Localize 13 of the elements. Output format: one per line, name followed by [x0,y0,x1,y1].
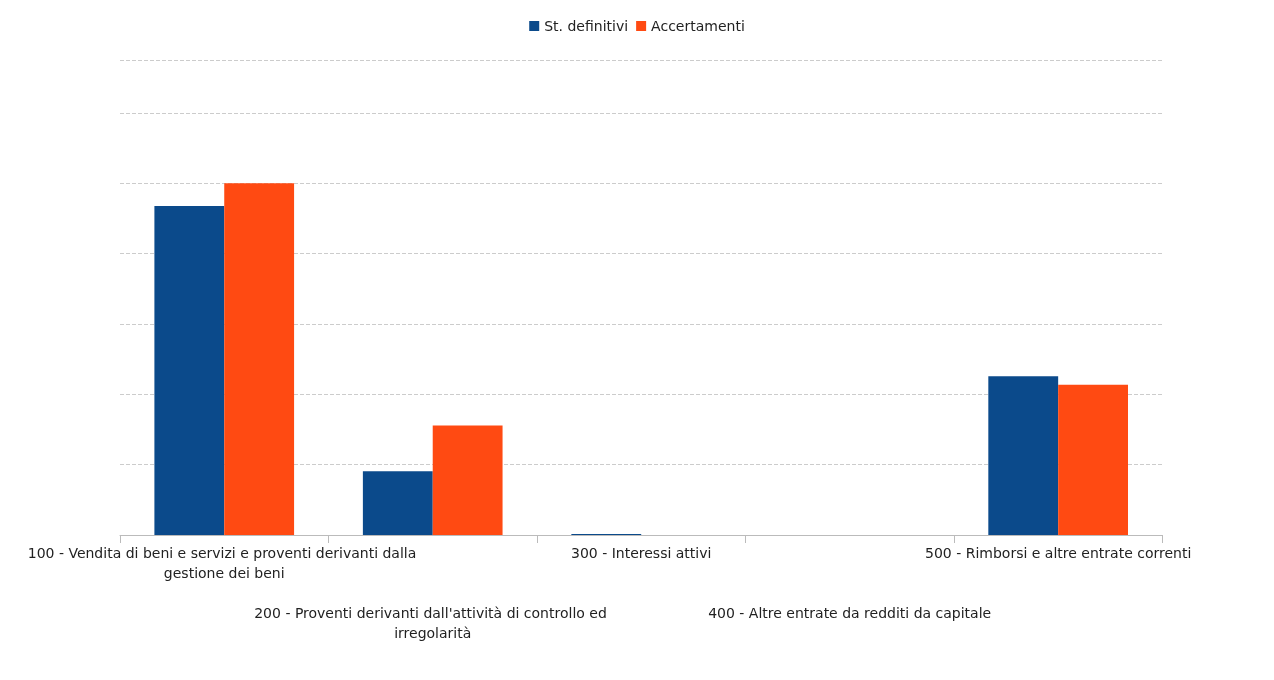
x-tick-label: 200 - Proventi derivanti dall'attività di controllo ed irregolarità [254,605,612,641]
x-tick-label: 500 - Rimborsi e altre entrate correnti [925,545,1192,561]
bar [432,425,503,535]
bar [1058,384,1128,535]
legend-label: Accertamenti [651,18,745,34]
bar [154,206,225,535]
bar [362,471,433,535]
x-tick-label: 100 - Vendita di beni e servizi e proventi derivanti dalla gestione dei beni [27,545,421,581]
x-tick-label: 400 - Altre entrate da redditi da capitale [708,605,992,621]
x-tick-label: 300 - Interessi attivi [571,545,712,561]
legend-label: St. definitivi [544,18,629,34]
bar [988,376,1059,535]
bar [224,183,295,535]
